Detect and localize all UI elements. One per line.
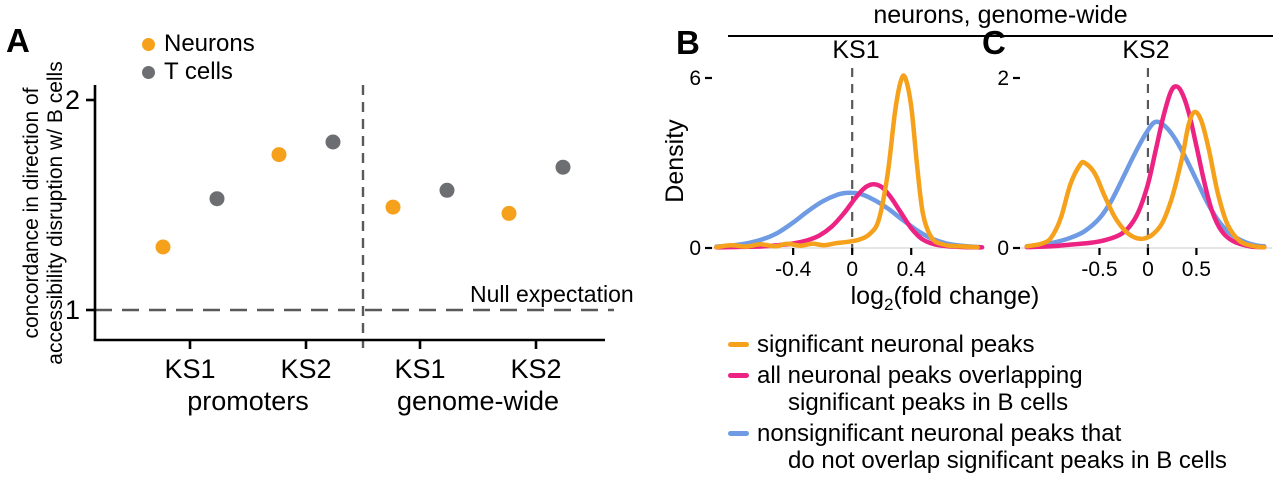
tick-label: promoters bbox=[187, 386, 309, 416]
scatter-point-t-cells bbox=[555, 159, 571, 175]
panel-b-label: B bbox=[676, 24, 700, 61]
panel-a-legend-item: Neurons bbox=[142, 30, 255, 58]
legend-text-line: do not overlap significant peaks in B ce… bbox=[788, 447, 1227, 474]
tick-label: 6 bbox=[689, 67, 701, 90]
pink-line-icon bbox=[728, 373, 749, 378]
bc-legend: significant neuronal peaks all neuronal p… bbox=[728, 331, 1227, 478]
legend-text-line: all neuronal peaks overlapping bbox=[757, 362, 1083, 389]
panel-a-label: A bbox=[6, 22, 30, 59]
xlabel-sub: 2 bbox=[883, 295, 894, 314]
panel-a-ylabel: concordance in direction of accessibilit… bbox=[20, 48, 68, 378]
scatter-point-neurons bbox=[385, 199, 401, 215]
bc-legend-item: all neuronal peaks overlapping significan… bbox=[728, 362, 1227, 416]
panel-b-title: KS1 bbox=[832, 36, 880, 64]
orange-dot-icon bbox=[142, 37, 155, 51]
tick-label: 1 bbox=[65, 295, 80, 325]
legend-text: nonsignificant neuronal peaks that do not… bbox=[757, 420, 1227, 474]
density-ylabel: Density bbox=[661, 119, 689, 203]
orange-line-icon bbox=[728, 342, 749, 347]
legend-text-line: significant peaks in B cells bbox=[788, 389, 1069, 416]
tick-label: -0.4 bbox=[775, 258, 812, 281]
tick-label: 0 bbox=[689, 237, 701, 260]
scatter-point-neurons bbox=[501, 205, 517, 221]
panel-a-legend: Neurons T cells bbox=[142, 30, 255, 86]
density-curve-blue bbox=[1024, 119, 1267, 249]
fold-change-xlabel: log2(fold change) bbox=[800, 282, 1090, 315]
gray_point-dot-icon bbox=[142, 65, 155, 79]
density-curve-orange bbox=[1024, 109, 1267, 250]
xlabel-prefix: log bbox=[850, 282, 884, 310]
bc-header: neurons, genome-wide bbox=[728, 1, 1273, 37]
tick-label: 2 bbox=[997, 67, 1009, 90]
tick-label: KS1 bbox=[164, 354, 215, 384]
density-curve-pink bbox=[1024, 84, 1267, 250]
panel-a-ylabel-line2: accessibility disruption w/ B cells bbox=[44, 61, 67, 365]
tick-label: KS2 bbox=[280, 354, 331, 384]
legend-label: Neurons bbox=[164, 30, 255, 57]
panel-c-title: KS2 bbox=[1122, 36, 1170, 64]
null-expectation-label: Null expectation bbox=[470, 281, 634, 307]
scatter-point-t-cells bbox=[325, 134, 341, 150]
bc-legend-item: nonsignificant neuronal peaks that do not… bbox=[728, 420, 1227, 474]
tick-label: -0.5 bbox=[1081, 258, 1117, 281]
legend-text-line: nonsignificant neuronal peaks that bbox=[757, 420, 1122, 447]
density-curve-orange bbox=[714, 73, 980, 250]
scatter-point-t-cells bbox=[439, 182, 455, 198]
legend-label: T cells bbox=[164, 58, 233, 85]
density-curve-blue bbox=[714, 190, 985, 250]
xlabel-suffix: (fold change) bbox=[893, 282, 1040, 310]
tick-label: KS2 bbox=[510, 354, 561, 384]
scatter-point-neurons bbox=[271, 147, 287, 163]
tick-label: 0 bbox=[997, 237, 1009, 260]
legend-text-line: significant neuronal peaks bbox=[757, 331, 1035, 358]
scatter-point-neurons bbox=[155, 239, 171, 255]
panel-c-label: C bbox=[982, 24, 1006, 61]
legend-text: significant neuronal peaks bbox=[757, 331, 1035, 358]
bc-legend-item: significant neuronal peaks bbox=[728, 331, 1227, 358]
blue-line-icon bbox=[728, 431, 749, 436]
tick-label: 0.4 bbox=[897, 258, 927, 281]
tick-label: genome-wide bbox=[397, 386, 559, 416]
scatter-point-t-cells bbox=[209, 191, 225, 207]
panel-a-legend-item: T cells bbox=[142, 58, 255, 86]
bc-header-text: neurons, genome-wide bbox=[873, 1, 1128, 29]
tick-label: 0 bbox=[846, 258, 858, 281]
tick-label: 0.5 bbox=[1182, 258, 1211, 281]
tick-label: 0 bbox=[1142, 258, 1154, 281]
panel-a-ylabel-line1: concordance in direction of bbox=[20, 87, 43, 339]
legend-text: all neuronal peaks overlapping significan… bbox=[757, 362, 1083, 416]
tick-label: 2 bbox=[65, 85, 80, 115]
density-plots: 0 6 -0.4 0 0.4 0 2 -0.5 0 0.5 bbox=[689, 67, 1272, 281]
tick-label: KS1 bbox=[394, 354, 445, 384]
